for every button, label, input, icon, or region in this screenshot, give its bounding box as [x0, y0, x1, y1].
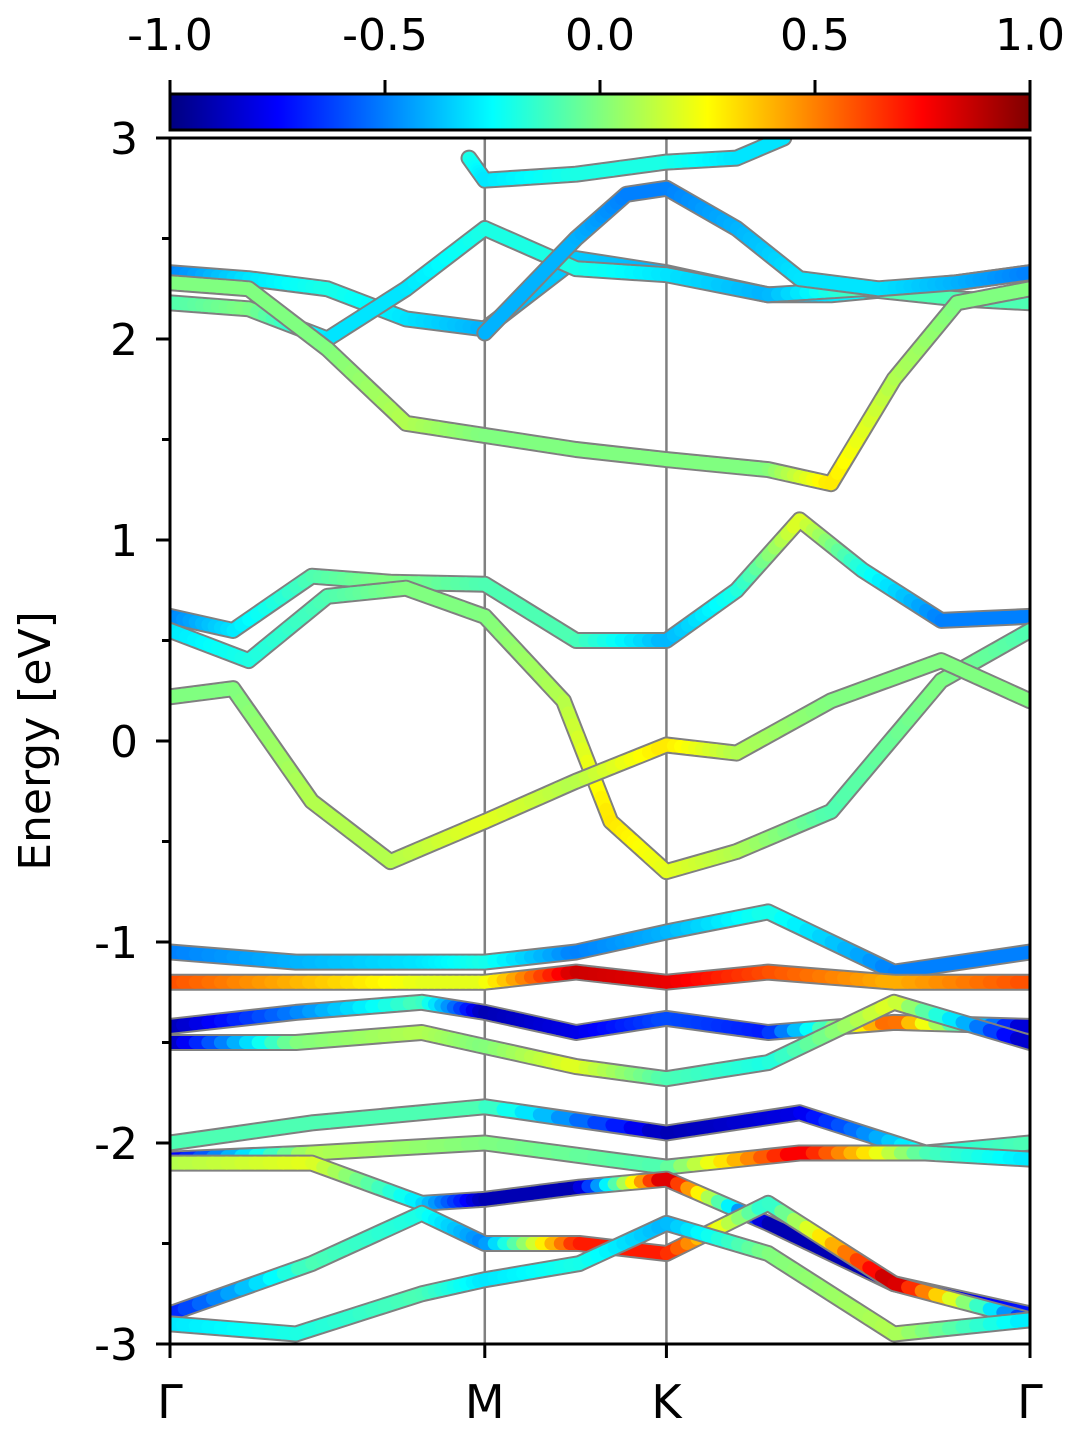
y-axis: -3 -2 -1 0 1 2 3 [94, 114, 170, 1371]
x-tick-label: Γ [157, 1375, 183, 1429]
y-tick-label: 1 [110, 516, 138, 567]
y-tick-label: 2 [110, 315, 138, 366]
band-7 [170, 661, 1030, 862]
x-tick-label: M [465, 1375, 505, 1429]
colorbar-tick-label: -1.0 [127, 10, 213, 61]
y-tick-label: 3 [110, 114, 138, 165]
band-segment [1016, 1320, 1030, 1321]
colorbar-tick-label: 1.0 [995, 10, 1065, 61]
bands [170, 138, 1030, 1334]
y-tick-label: -1 [94, 918, 138, 969]
x-tick-label: Γ [1017, 1375, 1043, 1429]
y-tick-label: -3 [94, 1320, 138, 1371]
band-8 [170, 912, 1030, 972]
colorbar-tick-label: -0.5 [342, 10, 428, 61]
x-tick-label: K [651, 1375, 683, 1429]
band-segment [1016, 1039, 1030, 1043]
band-segment [1016, 952, 1030, 954]
y-axis-label: Energy [eV] [10, 611, 61, 871]
band-outline [170, 661, 1030, 862]
colorbar-tick-label: 0.0 [565, 10, 635, 61]
band-segment [1020, 1143, 1031, 1144]
band-segment [1020, 1159, 1031, 1160]
y-tick-label: -2 [94, 1119, 138, 1170]
band-2 [170, 283, 1030, 484]
colorbar-ticks: -1.0 -0.5 0.0 0.5 1.0 [127, 10, 1065, 94]
band-3 [469, 138, 784, 180]
colorbar-tick-label: 0.5 [780, 10, 850, 61]
band-6 [170, 588, 1030, 871]
colorbar [170, 94, 1030, 130]
y-tick-label: 0 [110, 717, 138, 768]
